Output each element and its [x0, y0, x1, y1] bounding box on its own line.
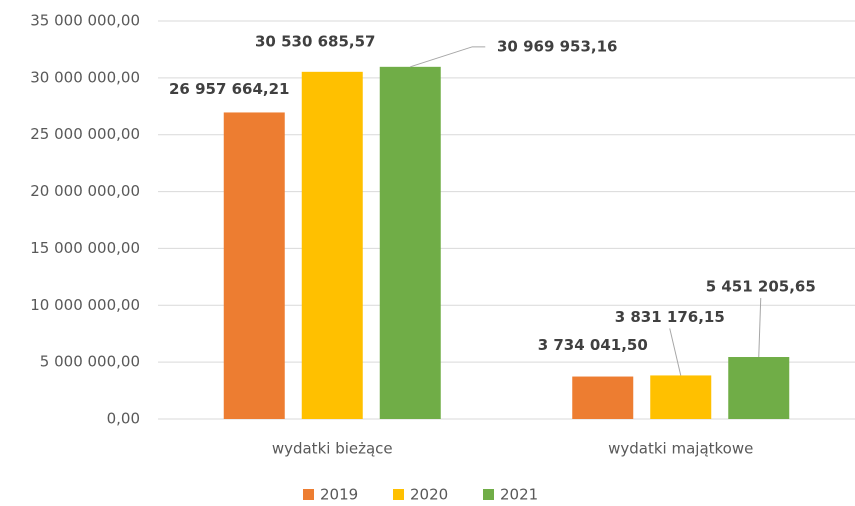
y-tick-label: 10 000 000,00	[30, 296, 140, 314]
legend-label: 2020	[410, 486, 448, 504]
legend-swatch	[303, 489, 314, 500]
bar	[728, 357, 790, 419]
value-label: 30 969 953,16	[497, 37, 618, 55]
leader-line	[669, 328, 682, 376]
legend-label: 2021	[500, 486, 538, 504]
value-label: 30 530 685,57	[255, 32, 376, 50]
bar	[650, 375, 712, 419]
value-label: 3 734 041,50	[538, 336, 648, 354]
bar	[572, 376, 634, 419]
y-tick-label: 15 000 000,00	[30, 239, 140, 257]
value-label: 5 451 205,65	[706, 278, 816, 296]
legend-swatch	[393, 489, 404, 500]
x-tick-label: wydatki bieżące	[272, 440, 393, 458]
legend-swatch	[483, 489, 494, 500]
bar	[301, 71, 363, 420]
bar	[223, 112, 285, 419]
y-tick-label: 35 000 000,00	[30, 12, 140, 30]
y-tick-label: 30 000 000,00	[30, 68, 140, 86]
legend-label: 2019	[320, 486, 358, 504]
value-label: 26 957 664,21	[169, 80, 290, 98]
leader-line	[758, 297, 762, 358]
x-tick-label: wydatki majątkowe	[608, 440, 753, 458]
leader-line	[410, 46, 486, 68]
y-tick-label: 20 000 000,00	[30, 182, 140, 200]
value-label: 3 831 176,15	[615, 308, 725, 326]
bar	[379, 66, 441, 419]
y-tick-label: 0,00	[107, 410, 140, 428]
y-tick-label: 25 000 000,00	[30, 125, 140, 143]
y-tick-label: 5 000 000,00	[40, 353, 140, 371]
